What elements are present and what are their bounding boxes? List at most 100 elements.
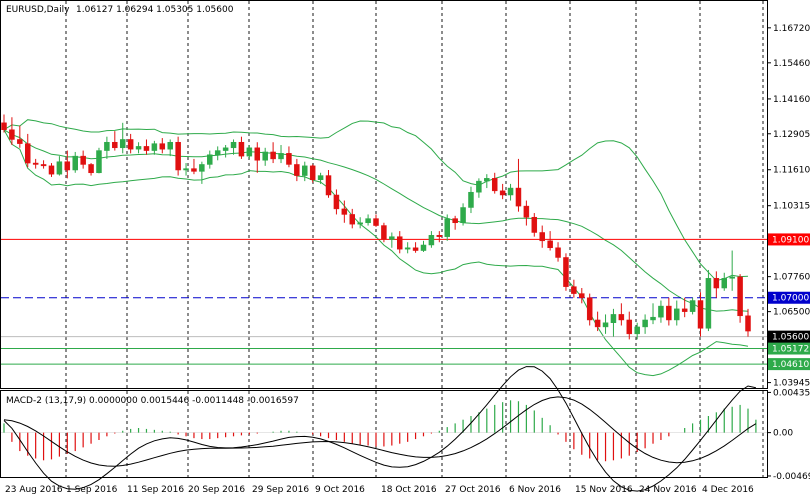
candle-body — [159, 143, 166, 150]
current-price-box — [768, 330, 810, 343]
candle-body — [119, 139, 126, 149]
price-axis: 1.16720 1.15460 1.14160 1.12905 1.11610 1.103… — [767, 24, 810, 389]
candle-body — [705, 278, 712, 329]
candle-body — [555, 247, 561, 258]
time-axis-label: 29 Sep 2016 — [252, 485, 309, 495]
candle-body — [610, 314, 617, 323]
candle-body — [24, 143, 31, 164]
macd-main-line — [3, 366, 757, 492]
candle-body — [278, 153, 284, 160]
candle-body — [650, 316, 656, 321]
candle-body — [381, 225, 387, 240]
candle-body — [112, 141, 118, 149]
candle-body — [254, 147, 261, 161]
time-axis-label: 20 Sep 2016 — [188, 485, 245, 495]
time-axis-label: 1 Sep 2016 — [66, 485, 118, 495]
candle-body — [143, 146, 150, 151]
candle-body — [484, 178, 490, 182]
candle-body — [444, 218, 450, 237]
price-tick-label: 1.07760 — [773, 273, 810, 283]
macd-axis: 0.004355 0.00 -0.004696 — [767, 388, 810, 482]
resistance-box — [768, 233, 810, 246]
candle-body — [270, 151, 276, 160]
candle-body — [72, 155, 78, 171]
candle-body — [9, 129, 15, 140]
candle-body — [428, 235, 435, 246]
candle-body — [294, 164, 300, 176]
time-axis-label: 24 Nov 2016 — [639, 485, 697, 495]
candle-body — [48, 165, 55, 175]
candle-body — [571, 286, 577, 294]
candle-body — [729, 276, 735, 279]
price-tick-label: 1.12905 — [773, 130, 810, 140]
candle-body — [745, 315, 751, 332]
candle-body — [64, 161, 71, 171]
macd-signal-line — [3, 396, 757, 467]
candle-body — [523, 205, 530, 218]
middle-band-line — [3, 129, 749, 312]
time-axis-label: 27 Oct 2016 — [445, 485, 501, 495]
level-labels: 1.09100 1.07000 1.05172 1.04610 1.05600 — [768, 233, 810, 371]
candle-body — [634, 326, 640, 335]
candle-body — [175, 141, 181, 171]
candle-body — [594, 319, 601, 328]
candle-body — [317, 175, 324, 180]
candle-body — [373, 218, 379, 226]
candle-body — [151, 143, 158, 151]
candle-body — [499, 190, 506, 196]
candle-body — [246, 147, 253, 157]
candle-body — [674, 308, 680, 321]
candle-body — [325, 175, 332, 196]
candle-body — [396, 236, 403, 250]
candle-body — [681, 308, 688, 312]
candle-body — [349, 214, 356, 225]
price-tick-label: 1.10315 — [773, 202, 810, 212]
price-tick-label: 1.03945 — [773, 379, 810, 389]
candle-body — [737, 276, 743, 317]
candle-body — [412, 247, 419, 251]
time-axis-label: 11 Sep 2016 — [127, 485, 184, 495]
candle-body — [602, 322, 609, 328]
current-price-label: 1.05600 — [772, 333, 809, 343]
pivot-box — [768, 291, 810, 304]
candle-body — [262, 151, 268, 161]
bollinger-bands — [3, 119, 749, 377]
candle-body — [507, 187, 514, 196]
candle-body — [96, 150, 102, 174]
candle-body — [183, 168, 189, 171]
candle-body — [17, 139, 23, 144]
candle-body — [658, 305, 664, 318]
horizontal-levels — [1, 238, 767, 365]
candle-body — [167, 141, 173, 150]
candle-body — [539, 232, 545, 242]
candle-body — [222, 147, 229, 151]
candle-body — [563, 257, 569, 287]
macd-series — [1, 366, 767, 492]
time-axis-label: 15 Nov 2016 — [575, 485, 633, 495]
candle-body — [135, 146, 142, 150]
macd-label: MACD-2 (13,17,9) 0.0000000 0.0015446 -0.… — [6, 396, 299, 406]
candle-body — [88, 164, 94, 174]
chart-ohlc: 1.06127 1.06294 1.05305 1.05600 — [76, 5, 234, 15]
candle-body — [476, 180, 482, 193]
candle-body — [286, 153, 292, 165]
candle-body — [309, 165, 316, 180]
candle-body — [389, 236, 395, 240]
lower-band-line — [3, 129, 749, 377]
upper-band-line — [3, 119, 749, 282]
candle-body — [626, 319, 633, 335]
candle-body — [689, 300, 696, 312]
price-tick-label: 1.06500 — [773, 308, 810, 318]
candle-body — [531, 216, 538, 233]
candle-body — [713, 278, 720, 289]
candle-body — [468, 191, 474, 208]
candle-body — [666, 305, 672, 321]
candle-body — [32, 162, 39, 165]
candle-body — [365, 218, 371, 224]
candle-body — [333, 194, 340, 210]
candle-body — [460, 207, 466, 224]
price-tick-label: 1.14160 — [773, 95, 810, 105]
support-2-box — [768, 358, 810, 371]
